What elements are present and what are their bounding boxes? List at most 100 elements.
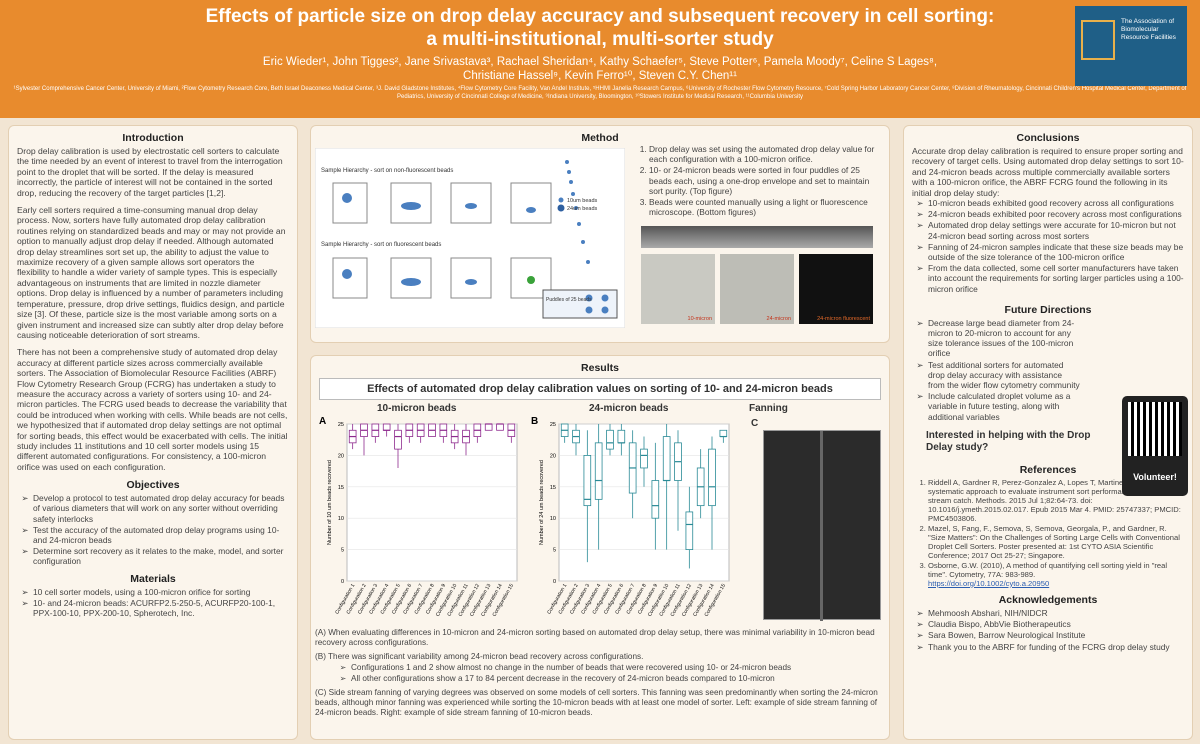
diagram-label: Sample Hierarchy - sort on non-fluoresce… [321,168,453,174]
reference: Riddell A, Gardner R, Perez-Gonzalez A, … [928,478,1184,523]
photo-top [641,226,873,248]
authors: Christiane Hassel⁹, Kevin Ferro¹⁰, Steve… [463,70,737,82]
y-axis-title: Number of 24 um beads recovered [539,460,545,545]
y-tick-label: 5 [553,548,556,554]
panel-title: 24-micron beads [589,403,669,414]
panel-letter: B [531,416,538,427]
box [617,429,626,444]
volunteer-button[interactable]: Volunteer! [1133,472,1177,482]
affiliations: ¹Sylvester Comprehensive Cancer Center, … [13,86,1187,100]
y-tick-label: 10 [550,516,556,522]
logo-text: The Association of Biomolecular Resource… [1121,18,1176,41]
objective: Determine sort recovery as it relates to… [33,546,289,566]
section-heading: Conclusions [1016,132,1080,144]
box-plot: B Number of 24 um beads recovered 0 5 10 15 20… [531,416,730,618]
acknowledgement: Thank you to the ABRF for funding of the… [928,642,1184,652]
method-step: 10- or 24-micron beads were sorted in fo… [649,165,881,196]
box [594,442,603,500]
future-item: Decrease large bead diameter from 24-mic… [928,318,1080,359]
box [685,511,694,550]
conclusion: From the data collected, some cell sorte… [928,263,1184,294]
note: (A) When evaluating differences in 10-mi… [315,628,875,647]
conclusion: 10-micron beads exhibited good recovery … [928,198,1184,208]
acknowledgement: Sara Bowen, Barrow Neurological Institut… [928,630,1184,640]
paragraph: Accurate drop delay calibration is requi… [912,146,1184,198]
method-steps: Drop delay was set using the automated d… [633,144,881,218]
authors: Eric Wieder¹, John Tigges², Jane Srivast… [262,56,938,68]
introduction: Drop delay calibration is used by electr… [17,146,289,472]
box [394,429,402,450]
note: (B) There was significant variability am… [315,652,644,661]
gate-populations [342,193,536,286]
section-heading: Acknowledgements [998,593,1098,606]
note: (C) Side stream fanning of varying degre… [315,688,878,717]
objective: Test the accuracy of the automated drop … [33,525,289,545]
logo: The Association of Biomolecular Resource… [1075,6,1187,86]
panel-title: 10-micron beads [377,403,457,414]
qr-card: Volunteer! [1122,396,1188,496]
title-block: Effects of particle size on drop delay a… [0,0,1200,83]
sub-note: Configurations 1 and 2 show almost no ch… [351,663,883,673]
title: Effects of particle size on drop delay a… [205,6,995,27]
acknowledgement: Claudia Bispo, AbbVie Biotherapeutics [928,619,1184,629]
section-heading: Objectives [126,479,180,492]
future-item: Include calculated droplet volume as a v… [928,391,1080,422]
paragraph: There has not been a comprehensive study… [17,347,288,472]
acknowledgement: Mehmoosh Abshari, NIH/NIDCR [928,608,1184,618]
box [719,429,728,437]
divider [820,431,823,621]
box-plot: A Number of 10 um beads recovered 0 5 10 15 20… [319,416,518,618]
sub-notes: Configurations 1 and 2 show almost no ch… [335,663,883,684]
box [484,423,493,431]
qr-code [1128,402,1182,456]
method-step: Beads were counted manually using a ligh… [649,197,881,217]
y-tick-label: 5 [341,548,344,554]
plate [542,289,618,319]
method-diagram: Sample Hierarchy - sort on non-fluoresce… [315,148,625,328]
section-heading: Future Directions [1004,303,1092,316]
y-axis-title: Number of 10 um beads recovered [327,460,333,545]
legend-dot [557,204,565,212]
box [662,436,671,481]
logo-mark [1081,20,1115,60]
results-panel: Results Effects of automated drop delay … [310,355,890,740]
title: a multi-institutional, multi-sorter stud… [426,29,774,50]
future-list: Decrease large bead diameter from 24-mic… [912,318,1080,422]
plot-area [346,423,518,582]
header: Effects of particle size on drop delay a… [0,0,1200,118]
box [496,423,504,431]
section-heading: Introduction [122,132,184,144]
photo-label: 24-micron [766,316,791,322]
panel-letter: A [319,416,326,427]
objective: Develop a protocol to test automated dro… [33,493,289,524]
reference-link[interactable]: https://doi.org/10.1002/cyto.a.20950 [928,578,1050,588]
photo-label: 24-micron fluorescent [817,316,870,322]
photo-label: 10-micron [687,316,712,322]
box [606,429,614,450]
materials-list: 10 cell sorter models, using a 100-micro… [17,587,289,619]
invite: Interested in helping with the Drop Dela… [926,429,1091,453]
acknowledgements-list: Mehmoosh Abshari, NIH/NIDCRClaudia Bispo… [912,608,1184,652]
material: 10- and 24-micron beads: ACURFP2.5-250-5… [33,598,289,618]
section-heading: References [1019,463,1077,476]
y-tick-label: 25 [550,422,556,428]
y-tick-label: 0 [341,579,344,585]
y-tick-label: 15 [550,485,556,491]
photo: 24-micron fluorescent [799,254,873,324]
y-tick-label: 15 [338,485,344,491]
objectives-list: Develop a protocol to test automated dro… [17,493,289,566]
legend-label: 10um beads [567,198,598,204]
references-list: Riddell A, Gardner R, Perez-Gonzalez A, … [912,478,1184,588]
right-column: Conclusions Accurate drop delay calibrat… [903,125,1193,740]
box [640,448,648,469]
conclusion: Automated drop delay settings were accur… [928,220,1184,240]
sub-note: All other configurations show a 17 to 84… [351,674,883,684]
gate-plots [332,182,552,299]
conclusions-list: 10-micron beads exhibited good recovery … [912,198,1184,294]
reference: Osborne, G.W. (2010), A method of quanti… [928,561,1184,588]
future-item: Test additional sorters for automated dr… [928,360,1080,391]
conclusion: 24-micron beads exhibited poor recovery … [928,209,1184,219]
y-tick-label: 10 [338,516,344,522]
